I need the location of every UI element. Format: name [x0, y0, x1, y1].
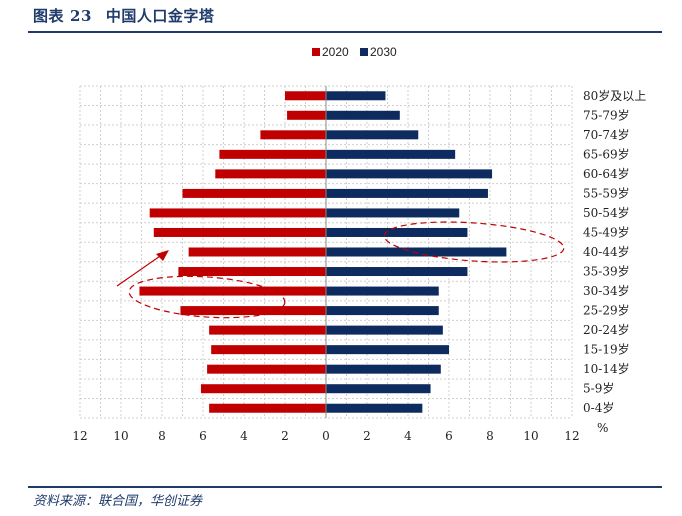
bar-2020-1 — [200, 384, 326, 394]
category-label: 25-29岁 — [583, 303, 630, 318]
annotation-arrow-head — [156, 250, 169, 261]
x-tick-label: 2 — [363, 429, 371, 443]
x-tick-label: 2 — [281, 429, 289, 443]
bar-2020-11 — [182, 188, 326, 198]
bar-2020-0 — [209, 403, 326, 413]
category-label: 75-79岁 — [583, 107, 630, 122]
bar-2020-3 — [211, 345, 326, 355]
bar-2020-2 — [207, 364, 326, 374]
category-label: 15-19岁 — [583, 342, 630, 357]
chart-title: 图表 23 中国人口金字塔 — [33, 5, 214, 26]
x-tick-label: 8 — [486, 429, 494, 443]
bar-2020-6 — [139, 286, 326, 296]
bar-2030-5 — [326, 306, 439, 316]
bar-2030-16 — [326, 91, 386, 101]
bar-2030-14 — [326, 130, 419, 140]
bar-2030-4 — [326, 325, 443, 335]
bar-2020-4 — [209, 325, 326, 335]
bar-2020-5 — [180, 306, 326, 316]
x-tick-label: 8 — [158, 429, 166, 443]
legend-swatch-2020 — [312, 48, 320, 56]
bar-2020-16 — [285, 91, 326, 101]
figure-number: 23 — [70, 7, 92, 25]
bar-2030-13 — [326, 149, 456, 159]
bar-2030-0 — [326, 403, 423, 413]
category-label: 35-39岁 — [583, 264, 630, 279]
x-tick-label: 6 — [199, 429, 207, 443]
x-tick-label: 10 — [523, 429, 538, 443]
category-label: 80岁及以上 — [583, 88, 646, 103]
x-tick-label: 6 — [445, 429, 453, 443]
category-label: 50-54岁 — [583, 205, 630, 220]
x-tick-label: 12 — [72, 429, 87, 443]
annotation-arrow-line — [116, 253, 164, 287]
bar-2030-10 — [326, 208, 460, 218]
bar-2020-15 — [287, 110, 326, 120]
category-label: 5-9岁 — [583, 381, 614, 396]
category-label: 70-74岁 — [583, 127, 630, 142]
legend-label-2030: 2030 — [370, 45, 397, 59]
x-axis-unit: % — [597, 421, 608, 435]
category-label: 55-59岁 — [583, 185, 630, 200]
x-tick-label: 0 — [322, 429, 330, 443]
category-label: 60-64岁 — [583, 166, 630, 181]
x-tick-label: 4 — [404, 429, 412, 443]
figure-label: 图表 — [33, 7, 65, 25]
category-label: 40-44岁 — [583, 244, 630, 259]
bar-2030-7 — [326, 267, 468, 277]
x-tick-label: 10 — [113, 429, 128, 443]
bar-2020-10 — [149, 208, 326, 218]
bar-2030-9 — [326, 227, 468, 237]
x-tick-label: 4 — [240, 429, 248, 443]
category-label: 45-49岁 — [583, 224, 630, 239]
source-note: 资料来源：联合国，华创证券 — [33, 494, 203, 509]
figure-title: 中国人口金字塔 — [105, 7, 215, 25]
category-label: 65-69岁 — [583, 146, 630, 161]
bar-2020-7 — [178, 267, 326, 277]
annotation-ellipse-2020 — [128, 275, 286, 319]
category-label: 20-24岁 — [583, 322, 630, 337]
bar-2030-11 — [326, 188, 488, 198]
bar-2030-2 — [326, 364, 441, 374]
bottom-rule — [28, 486, 662, 488]
category-label: 0-4岁 — [583, 400, 614, 415]
x-tick-label: 12 — [564, 429, 579, 443]
annotation-ellipse-2030 — [383, 221, 565, 263]
bar-2030-15 — [326, 110, 400, 120]
bar-2020-12 — [215, 169, 326, 179]
bar-2020-13 — [219, 149, 326, 159]
bar-2020-8 — [188, 247, 326, 257]
category-label: 10-14岁 — [583, 361, 630, 376]
category-label: 30-34岁 — [583, 283, 630, 298]
bar-2020-14 — [260, 130, 326, 140]
legend-swatch-2030 — [360, 48, 368, 56]
bar-2030-1 — [326, 384, 431, 394]
bar-2020-9 — [153, 227, 326, 237]
bar-2030-8 — [326, 247, 507, 257]
bar-2030-6 — [326, 286, 439, 296]
legend-label-2020: 2020 — [322, 45, 349, 59]
top-rule — [28, 31, 662, 33]
bar-2030-3 — [326, 345, 449, 355]
bar-2030-12 — [326, 169, 493, 179]
